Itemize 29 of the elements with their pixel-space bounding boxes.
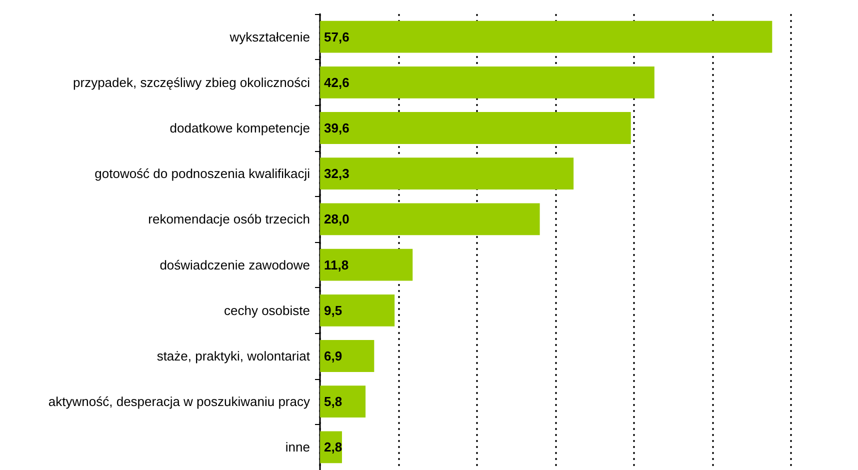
- data-label: 9,5: [324, 302, 342, 318]
- y-tick-label: gotowość do podnoszenia kwalifikacji: [94, 166, 310, 182]
- bar: [320, 66, 654, 98]
- bar: [320, 158, 574, 190]
- data-label: 32,3: [324, 166, 350, 182]
- data-label: 42,6: [324, 74, 350, 90]
- bar: [320, 294, 395, 326]
- y-tick-label: wykształcenie: [228, 29, 310, 44]
- y-tick-label: cechy osobiste: [224, 302, 310, 318]
- data-label: 11,8: [324, 257, 349, 272]
- bar: [320, 340, 374, 372]
- bar: [320, 203, 540, 236]
- data-label: 39,6: [324, 120, 350, 136]
- bar: [320, 248, 413, 281]
- y-tick-label: aktywność, desperacja w poszukiwaniu pracy: [48, 394, 310, 410]
- y-tick-label: doświadczenie zawodowe: [160, 257, 310, 272]
- data-label: 5,8: [324, 394, 342, 410]
- data-label: 6,9: [324, 348, 342, 364]
- data-label: 28,0: [324, 212, 350, 227]
- y-tick-label: rekomendacje osób trzecich: [148, 212, 310, 227]
- y-tick-label: dodatkowe kompetencje: [170, 120, 310, 136]
- y-tick-label: staże, praktyki, wolontariat: [156, 348, 310, 364]
- bar: [320, 112, 631, 144]
- bar: [320, 386, 366, 418]
- y-tick-label: inne: [285, 440, 310, 455]
- y-tick-label: przypadek, szczęśliwy zbieg okoliczności: [73, 74, 310, 90]
- bar: [320, 20, 772, 53]
- data-label: 57,6: [324, 29, 350, 44]
- data-label: 2,8: [324, 440, 342, 455]
